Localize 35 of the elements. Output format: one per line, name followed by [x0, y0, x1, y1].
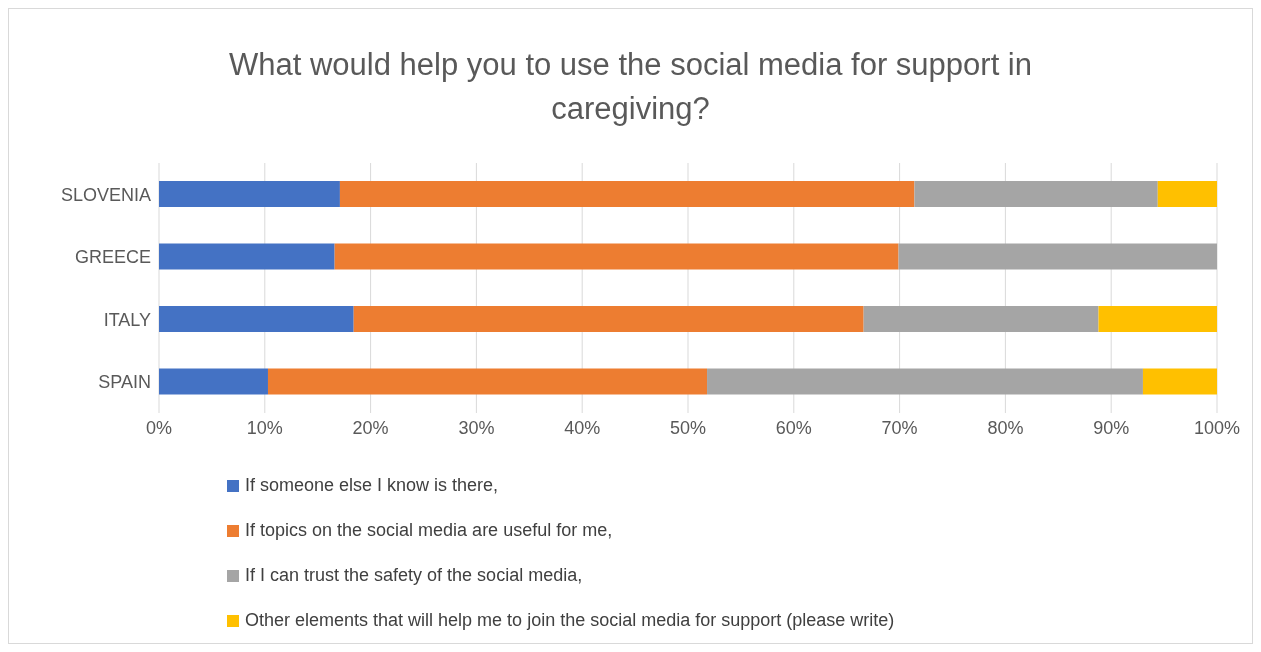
- x-tick-label: 30%: [458, 417, 495, 438]
- x-tick-label: 70%: [881, 417, 918, 438]
- bar: [159, 306, 354, 332]
- y-tick-label: SPAIN: [98, 372, 151, 393]
- x-tick-label: 60%: [775, 417, 812, 438]
- bar: [707, 368, 1143, 395]
- y-tick-label: GREECE: [74, 247, 151, 268]
- x-tick-label: 90%: [1093, 417, 1130, 438]
- x-tick-label: 10%: [246, 417, 283, 438]
- bar: [159, 368, 268, 395]
- bar: [898, 243, 1217, 270]
- legend-label: If topics on the social media are useful for me,: [245, 520, 613, 541]
- bar: [914, 181, 1158, 207]
- x-tick-label: 100%: [1193, 417, 1241, 438]
- y-tick-label: ITALY: [103, 309, 151, 330]
- x-tick-label: 40%: [564, 417, 601, 438]
- bar: [1098, 306, 1217, 332]
- x-tick-label: 80%: [987, 417, 1024, 438]
- bar: [863, 306, 1099, 332]
- legend-label: If I can trust the safety of the social media,: [245, 565, 583, 586]
- x-tick-label: 20%: [352, 417, 389, 438]
- chart-title: What would help you to use the social media for support in caregiving?: [228, 46, 1033, 128]
- bar: [159, 243, 335, 270]
- x-tick-label: 0%: [145, 417, 173, 438]
- x-tick-label: 50%: [669, 417, 707, 438]
- bar: [334, 243, 899, 270]
- legend-label: If someone else I know is there,: [245, 475, 499, 496]
- bar: [339, 181, 915, 207]
- y-tick-label: SLOVENIA: [60, 184, 151, 205]
- bar: [267, 368, 708, 395]
- bar: [353, 306, 864, 332]
- legend-label: Other elements that will help me to join the social media for support (please write): [245, 610, 895, 631]
- bar: [159, 181, 340, 207]
- bar: [1157, 181, 1217, 207]
- bar: [1142, 368, 1217, 395]
